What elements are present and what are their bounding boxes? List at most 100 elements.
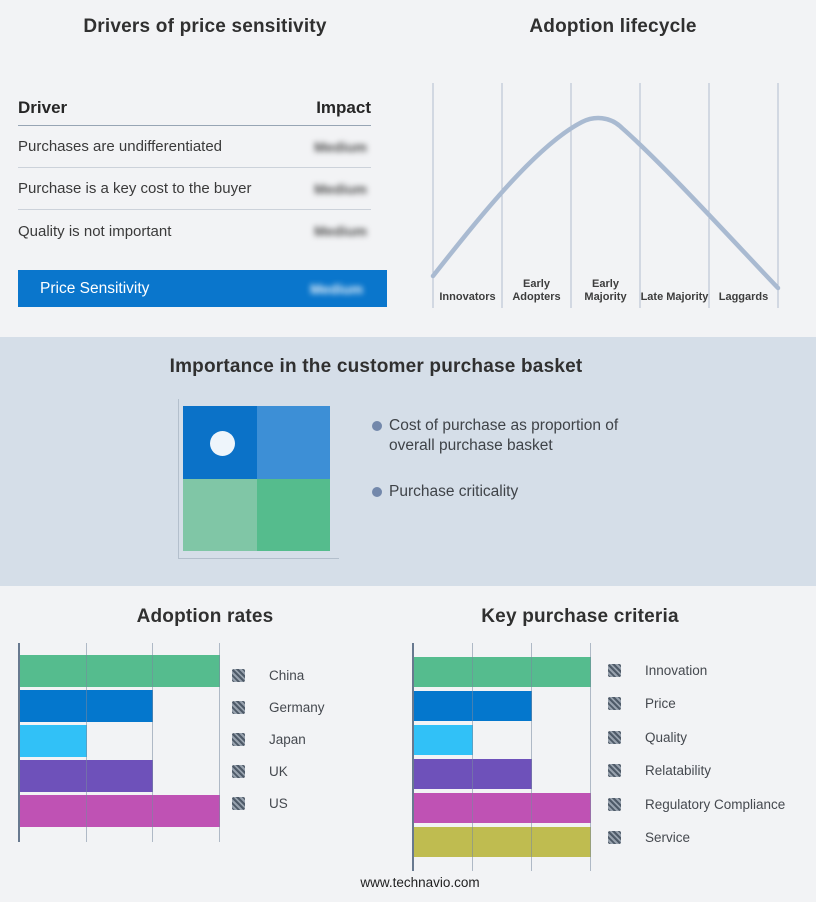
website-url: www.technavio.com <box>360 875 480 890</box>
key-purchase-criteria-legend: Innovation Price Quality Relatability Regula… <box>608 663 785 845</box>
stage-label-late-majority: Late Majority <box>640 290 709 303</box>
drivers-table: Driver Impact Purchases are undifferenti… <box>18 92 371 252</box>
legend-item-germany: Germany <box>232 699 325 715</box>
bullet-text: Cost of purchase as proportion of overal… <box>389 417 619 455</box>
price-sensitivity-label: Price Sensitivity <box>40 279 150 297</box>
bar-germany <box>20 690 154 722</box>
legend-item-price: Price <box>608 696 785 711</box>
bar-relatability <box>414 759 532 789</box>
legend-label: Quality <box>645 729 688 745</box>
column-driver: Driver <box>18 98 68 117</box>
gridline <box>219 643 220 842</box>
bar-quality <box>414 725 473 755</box>
stage-label-early-majority: Early Majority <box>584 277 627 303</box>
legend-label: Price <box>645 696 676 711</box>
legend-label: Regulatory Compliance <box>645 796 786 812</box>
legend-label: US <box>269 795 288 811</box>
quadrant-bottom-left <box>183 478 257 551</box>
impact-value: Medium <box>314 180 367 197</box>
driver-row-quality-is-not-important: Quality is not important Medium <box>18 210 371 252</box>
driver-row-purchases-are-undifferentiated: Purchases are undifferentiated Medium <box>18 126 371 168</box>
legend-swatch-icon <box>232 732 245 746</box>
driver-text: Quality is not important <box>18 222 172 240</box>
drivers-panel-title: Drivers of price sensitivity <box>83 16 327 37</box>
bar-regulatory-compliance <box>414 793 591 823</box>
gridline <box>85 643 87 842</box>
bar-us <box>20 795 220 827</box>
legend-label: Service <box>645 830 691 845</box>
legend-label: Japan <box>269 731 306 747</box>
bar-innovation <box>414 657 591 687</box>
price-sensitivity-impact-value: Medium <box>310 280 363 297</box>
price-sensitivity-summary-row: Price Sensitivity Medium <box>18 270 387 307</box>
legend-swatch-icon <box>232 668 245 682</box>
legend-item-china: China <box>232 667 325 683</box>
adoption-rates-title: Adoption rates <box>136 606 274 627</box>
legend-item-uk: UK <box>232 763 325 779</box>
drivers-table-header: Driver Impact <box>18 92 371 126</box>
basket-panel-title: Importance in the customer purchase bask… <box>169 356 583 377</box>
adoption-rates-plot <box>18 643 220 842</box>
quadrant-top-right <box>256 406 330 479</box>
legend-swatch-icon <box>608 831 621 844</box>
lifecycle-stage-labels: Innovators Early Adopters Early Majority La… <box>433 260 778 304</box>
legend-item-us: US <box>232 795 325 811</box>
stage-label-laggards: Laggards <box>718 290 769 303</box>
driver-text: Purchases are undifferentiated <box>18 138 223 155</box>
basket-bullet-2: Purchase criticality <box>372 482 644 502</box>
key-purchase-criteria-plot <box>412 643 591 871</box>
impact-value: Medium <box>314 223 367 239</box>
legend-item-relatability: Relatability <box>608 763 785 778</box>
quadrant-chart <box>183 406 330 551</box>
bullet-icon <box>372 486 382 497</box>
stage-label-early-adopters: Early Adopters <box>512 277 561 303</box>
gridline <box>471 643 473 871</box>
impact-value: Medium <box>314 138 367 155</box>
gridline <box>152 643 154 842</box>
gridline <box>590 643 591 871</box>
legend-item-regulatory-compliance: Regulatory Compliance <box>608 796 786 812</box>
driver-text: Purchase is a key cost to the buyer <box>18 180 252 197</box>
legend-label: Germany <box>269 699 325 715</box>
quadrant-axis <box>178 399 339 559</box>
legend-item-service: Service <box>608 830 785 845</box>
quadrant-marker-dot <box>210 431 235 456</box>
lifecycle-panel-title: Adoption lifecycle <box>529 16 697 37</box>
legend-item-innovation: Innovation <box>608 662 785 678</box>
key-purchase-criteria-title: Key purchase criteria <box>481 606 679 627</box>
bullet-icon <box>372 421 382 431</box>
bar-japan <box>20 725 87 757</box>
stage-label-innovators: Innovators <box>439 290 496 303</box>
legend-swatch-icon <box>608 663 621 677</box>
legend-swatch-icon <box>608 697 621 710</box>
legend-swatch-icon <box>608 797 621 811</box>
driver-row-purchase-is-a-key-cost-to-the-buyer: Purchase is a key cost to the buyer Mediu… <box>18 168 371 210</box>
drivers-table-rows: Purchases are undifferentiated Medium Purc… <box>18 126 371 252</box>
bar-price <box>414 691 532 721</box>
bar-uk <box>20 760 154 792</box>
legend-swatch-icon <box>232 700 245 714</box>
adoption-rates-legend: China Germany Japan UK US <box>232 667 325 811</box>
quadrant-bottom-right <box>256 478 330 551</box>
bar-service <box>414 827 591 857</box>
basket-bullet-list: Cost of purchase as proportion of overal… <box>372 416 648 527</box>
column-impact: Impact <box>316 98 371 117</box>
legend-swatch-icon <box>232 796 245 810</box>
legend-label: UK <box>269 763 288 779</box>
lifecycle-gridlines <box>432 83 779 308</box>
legend-label: Innovation <box>645 662 708 678</box>
purchase-basket-band <box>0 337 816 586</box>
legend-label: Relatability <box>645 763 712 778</box>
bullet-text: Purchase criticality <box>389 482 519 500</box>
legend-item-japan: Japan <box>232 731 325 747</box>
bar-china <box>20 655 220 687</box>
lifecycle-curve <box>430 115 781 291</box>
legend-swatch-icon <box>608 730 621 744</box>
basket-bullet-1: Cost of purchase as proportion of overal… <box>372 416 644 457</box>
gridline <box>530 643 532 871</box>
legend-item-quality: Quality <box>608 729 785 745</box>
legend-label: China <box>269 667 305 683</box>
legend-swatch-icon <box>608 764 621 777</box>
legend-swatch-icon <box>232 764 245 778</box>
